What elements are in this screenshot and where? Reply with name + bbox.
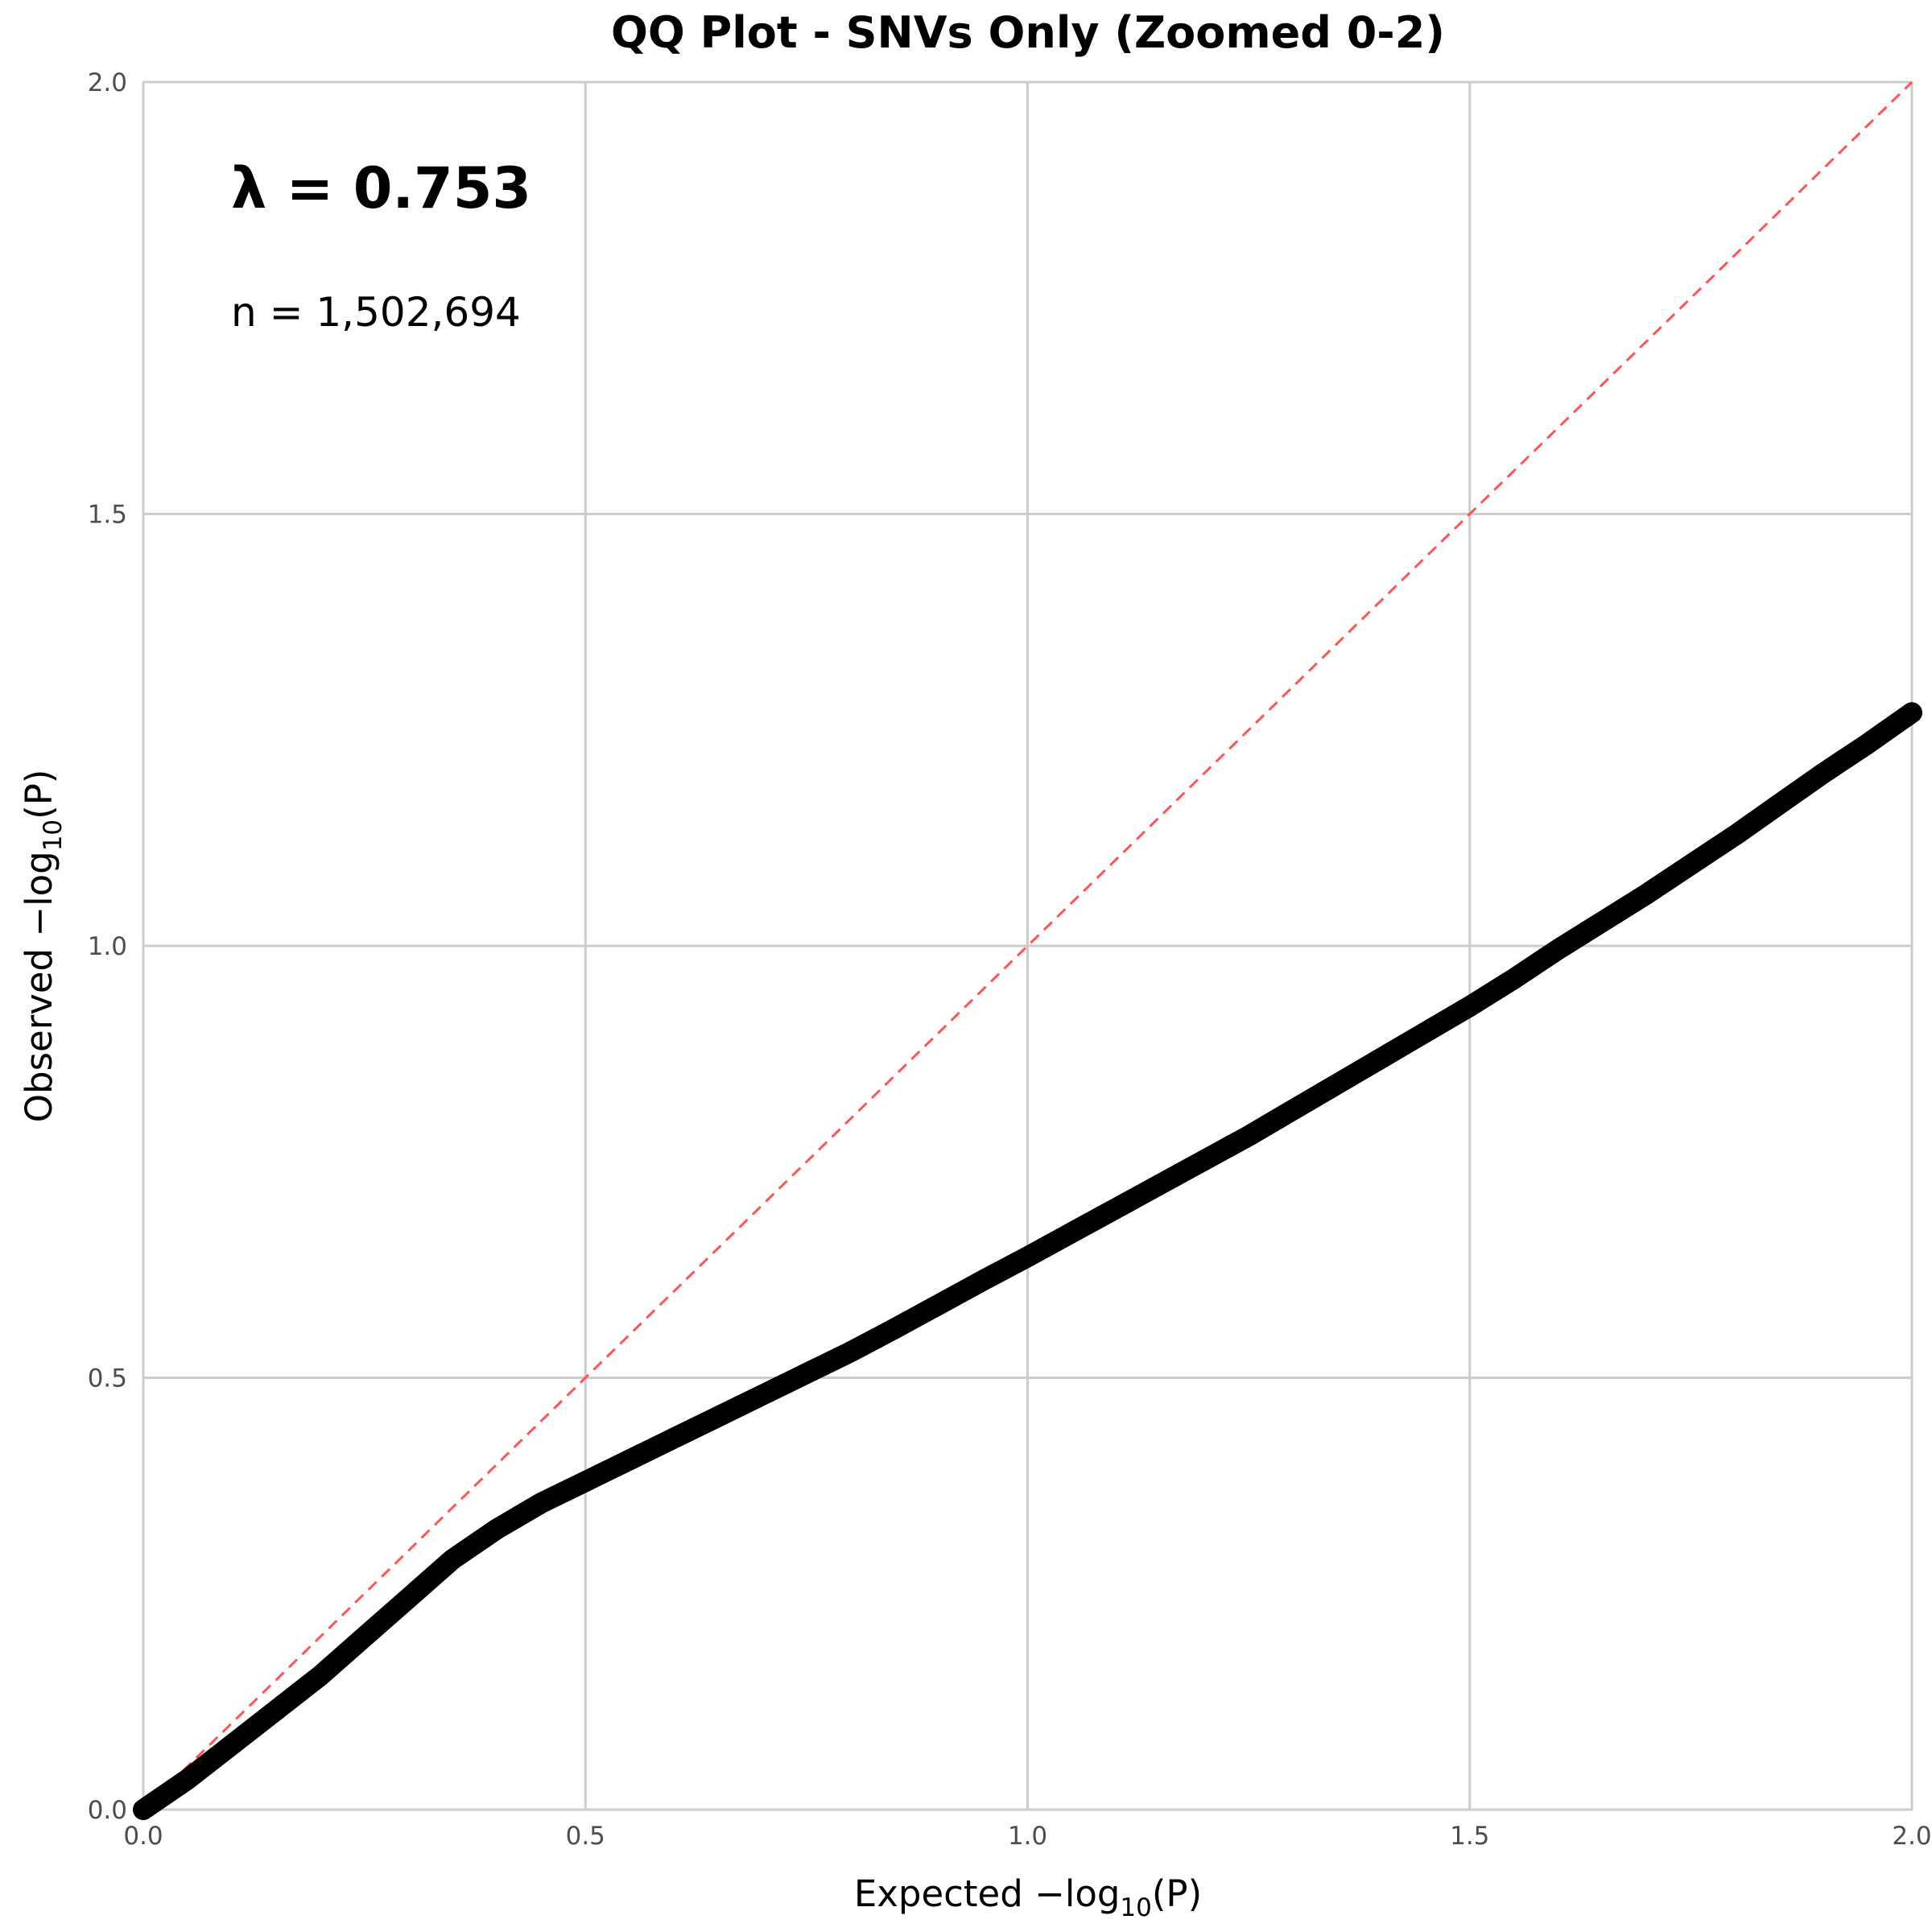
sample-size-annotation: n = 1,502,694	[231, 289, 521, 336]
y-axis-label-subscript: 10	[39, 819, 68, 851]
y-axis-label: Observed −log10(P)	[18, 770, 68, 1123]
lambda-annotation: λ = 0.753	[231, 155, 531, 221]
y-tick-label-3: 1.5	[88, 501, 127, 530]
y-tick-label-4: 2.0	[88, 68, 127, 97]
y-tick-label-0: 0.0	[88, 1796, 127, 1825]
x-tick-label-3: 1.5	[1450, 1822, 1489, 1851]
x-tick-label-2: 1.0	[1008, 1822, 1047, 1851]
tick-labels: 0.0 0.5 1.0 1.5 2.0 0.0 0.5 1.0 1.5 2.0	[88, 68, 1932, 1851]
chart-title: QQ Plot - SNVs Only (Zoomed 0-2)	[611, 7, 1445, 58]
y-axis-label-suffix: (P)	[18, 770, 60, 819]
x-tick-label-4: 2.0	[1892, 1822, 1931, 1851]
reference-diagonal-line	[142, 80, 1913, 1811]
x-tick-label-1: 0.5	[566, 1822, 605, 1851]
x-axis-label-subscript: 10	[1120, 1893, 1151, 1922]
y-tick-label-2: 1.0	[88, 932, 127, 961]
x-axis-label-prefix: Expected −log	[854, 1872, 1121, 1915]
observed-pvalues-series	[133, 702, 1922, 1820]
x-axis-label: Expected −log10(P)	[854, 1872, 1202, 1922]
plot-frame	[142, 81, 1913, 1810]
x-axis-label-suffix: (P)	[1152, 1872, 1202, 1915]
x-tick-label-0: 0.0	[123, 1822, 163, 1851]
axes-border	[142, 81, 1913, 1810]
y-axis-label-prefix: Observed −log	[18, 851, 60, 1122]
y-tick-label-1: 0.5	[88, 1364, 127, 1393]
